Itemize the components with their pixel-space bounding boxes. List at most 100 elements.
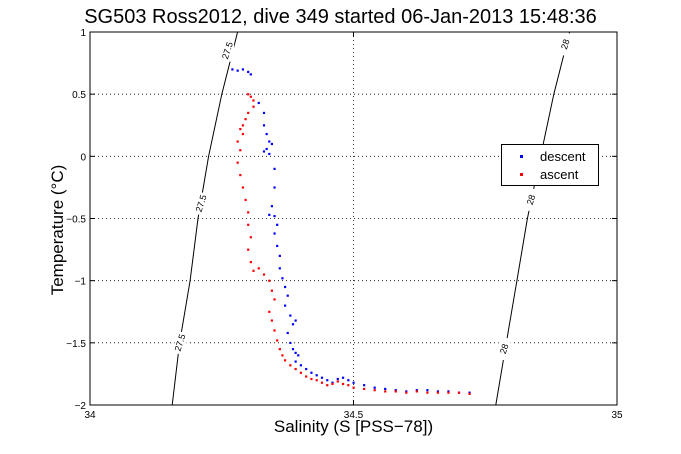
isopycnal-label-bg <box>559 33 572 56</box>
data-point-descent <box>294 360 297 363</box>
data-point-descent <box>289 314 292 317</box>
data-point-ascent <box>373 389 376 392</box>
data-point-ascent <box>236 161 239 164</box>
data-point-descent <box>291 323 295 326</box>
legend-label-ascent: ascent <box>540 167 579 182</box>
data-point-descent <box>394 389 397 392</box>
data-point-descent <box>286 294 289 297</box>
data-point-descent <box>405 390 408 393</box>
data-point-descent <box>270 142 274 146</box>
data-point-descent <box>273 167 276 170</box>
data-point-descent <box>278 267 281 270</box>
data-point-ascent <box>262 273 266 276</box>
data-point-ascent <box>457 391 461 394</box>
data-point-ascent <box>252 269 255 272</box>
data-point-descent <box>273 186 276 189</box>
y-tick-label: 0.5 <box>72 90 86 101</box>
y-tick-label: −1.5 <box>66 339 86 350</box>
data-point-ascent <box>336 380 339 383</box>
data-point-ascent <box>347 384 350 387</box>
data-point-descent <box>347 379 350 382</box>
x-tick-label: 34 <box>84 410 96 421</box>
data-point-ascent <box>241 186 245 189</box>
data-point-ascent <box>247 111 250 115</box>
data-point-descent <box>415 389 418 392</box>
y-axis-label: Temperature (°C) <box>48 164 67 296</box>
data-point-ascent <box>239 149 242 152</box>
data-point-ascent <box>405 391 408 394</box>
data-point-ascent <box>273 329 276 332</box>
data-point-ascent <box>281 354 284 357</box>
data-point-ascent <box>257 267 260 270</box>
data-point-descent <box>262 111 266 115</box>
legend-item-ascent: ascent <box>502 166 598 184</box>
data-point-ascent <box>283 359 287 362</box>
data-point-descent <box>283 304 287 307</box>
data-point-descent <box>231 68 234 71</box>
data-point-ascent <box>249 236 252 239</box>
x-tick-label: 34.5 <box>344 410 364 421</box>
data-point-descent <box>320 376 324 379</box>
isopycnal-label-bg <box>222 39 235 62</box>
data-point-ascent <box>244 118 247 121</box>
data-point-descent <box>247 70 250 73</box>
data-point-ascent <box>310 377 313 381</box>
data-point-ascent <box>278 348 281 351</box>
isopycnal-label: 28 <box>498 343 511 356</box>
data-point-ascent <box>247 93 250 96</box>
data-point-descent <box>436 390 440 393</box>
legend: descent ascent <box>501 144 599 186</box>
data-point-descent <box>294 319 297 322</box>
x-tick-label: 35 <box>611 410 623 421</box>
data-point-descent <box>262 150 266 153</box>
data-point-descent <box>468 391 471 394</box>
data-point-ascent <box>363 387 366 391</box>
data-point-descent <box>447 390 450 393</box>
data-point-descent <box>297 354 300 357</box>
plot-area <box>90 32 617 405</box>
data-point-ascent <box>244 198 247 202</box>
isopycnal-label: 28 <box>525 193 538 206</box>
data-point-descent <box>276 223 279 226</box>
data-point-ascent <box>305 375 308 378</box>
isopycnal-label-bg <box>195 192 208 215</box>
data-point-ascent <box>236 140 239 143</box>
data-point-ascent <box>289 364 292 367</box>
isopycnal-label-bg <box>525 188 538 211</box>
data-point-descent <box>273 215 276 218</box>
legend-label-descent: descent <box>540 149 586 164</box>
data-point-ascent <box>468 392 471 396</box>
data-point-ascent <box>241 132 245 136</box>
data-point-descent <box>236 69 239 72</box>
data-point-descent <box>278 254 281 257</box>
data-point-ascent <box>352 386 355 389</box>
data-point-ascent <box>247 248 250 251</box>
data-point-ascent <box>252 99 255 102</box>
data-point-descent <box>249 73 252 76</box>
y-tick-label: −1 <box>75 277 87 288</box>
data-point-descent <box>326 379 329 382</box>
data-point-ascent <box>315 379 318 382</box>
data-point-ascent <box>241 124 245 127</box>
data-point-ascent <box>447 391 450 394</box>
data-point-descent <box>341 376 345 379</box>
data-point-descent <box>257 101 260 105</box>
data-point-descent <box>315 374 318 377</box>
data-point-ascent <box>239 127 242 131</box>
data-point-descent <box>294 351 297 354</box>
isopycnal-label-bg <box>498 338 511 361</box>
data-point-ascent <box>394 390 397 393</box>
isopycnal-label: 28 <box>559 38 572 51</box>
data-point-descent <box>268 140 271 143</box>
data-point-descent <box>384 387 387 391</box>
data-point-ascent <box>270 289 274 292</box>
data-point-descent <box>241 68 245 71</box>
data-point-descent <box>286 331 289 335</box>
data-point-descent <box>299 364 302 367</box>
data-point-descent <box>268 213 271 216</box>
data-point-descent <box>281 277 284 280</box>
data-point-descent <box>291 348 295 351</box>
data-point-ascent <box>268 310 271 313</box>
data-point-descent <box>310 371 313 374</box>
